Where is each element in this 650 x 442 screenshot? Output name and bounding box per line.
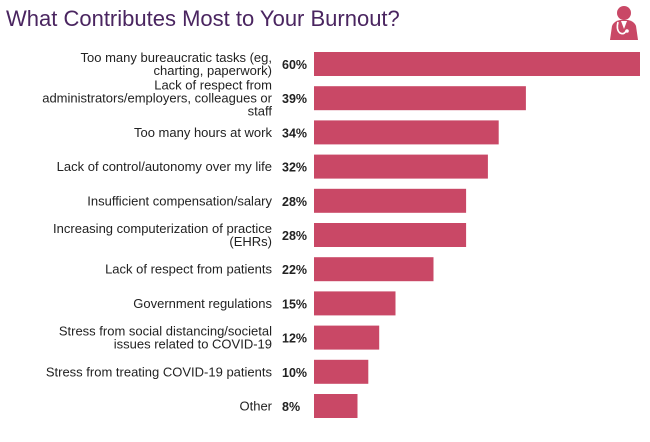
category-label-5-line-1: (EHRs) (229, 234, 272, 249)
value-label-2: 34% (282, 126, 307, 140)
bar-1 (314, 86, 526, 111)
category-label-8-line-0: Stress from social distancing/societal (59, 324, 272, 339)
value-label-10: 8% (282, 400, 300, 414)
category-label-10-line-0: Other (239, 399, 272, 414)
value-label-3: 32% (282, 161, 307, 175)
category-label-8-line-1: issues related to COVID-19 (114, 337, 272, 352)
category-label-2-line-0: Too many hours at work (134, 125, 273, 140)
bar-10 (314, 394, 358, 418)
category-label-1-line-0: Lack of respect from (154, 78, 272, 93)
category-label-1-line-2: staff (248, 104, 273, 119)
category-label-6-line-0: Lack of respect from patients (105, 262, 272, 277)
category-label-5-line-0: Increasing computerization of practice (53, 221, 272, 236)
value-label-8: 12% (282, 332, 307, 346)
value-label-7: 15% (282, 297, 307, 311)
category-label-4-line-0: Insufficient compensation/salary (87, 193, 272, 208)
value-label-5: 28% (282, 229, 307, 243)
page-title: What Contributes Most to Your Burnout? (6, 6, 400, 31)
bar-3 (314, 154, 488, 179)
value-label-6: 22% (282, 263, 307, 277)
bar-6 (314, 257, 434, 282)
value-label-9: 10% (282, 366, 307, 380)
category-label-9-line-0: Stress from treating COVID-19 patients (46, 364, 273, 379)
bar-8 (314, 325, 380, 350)
bar-9 (314, 359, 369, 384)
category-label-0-line-1: charting, paperwork) (154, 63, 273, 78)
doctor-stethoscope-icon (610, 6, 638, 40)
bar-4 (314, 188, 467, 213)
value-label-0: 60% (282, 58, 307, 72)
bar-7 (314, 291, 396, 316)
bar-0 (314, 52, 640, 76)
bar-2 (314, 120, 499, 145)
category-label-7-line-0: Government regulations (133, 296, 272, 311)
value-label-4: 28% (282, 195, 307, 209)
category-label-0-line-0: Too many bureaucratic tasks (eg, (81, 50, 272, 65)
bar-5 (314, 223, 467, 247)
category-label-3-line-0: Lack of control/autonomy over my life (57, 159, 272, 174)
category-label-1-line-1: administrators/employers, colleagues or (42, 91, 272, 106)
value-label-1: 39% (282, 92, 307, 106)
